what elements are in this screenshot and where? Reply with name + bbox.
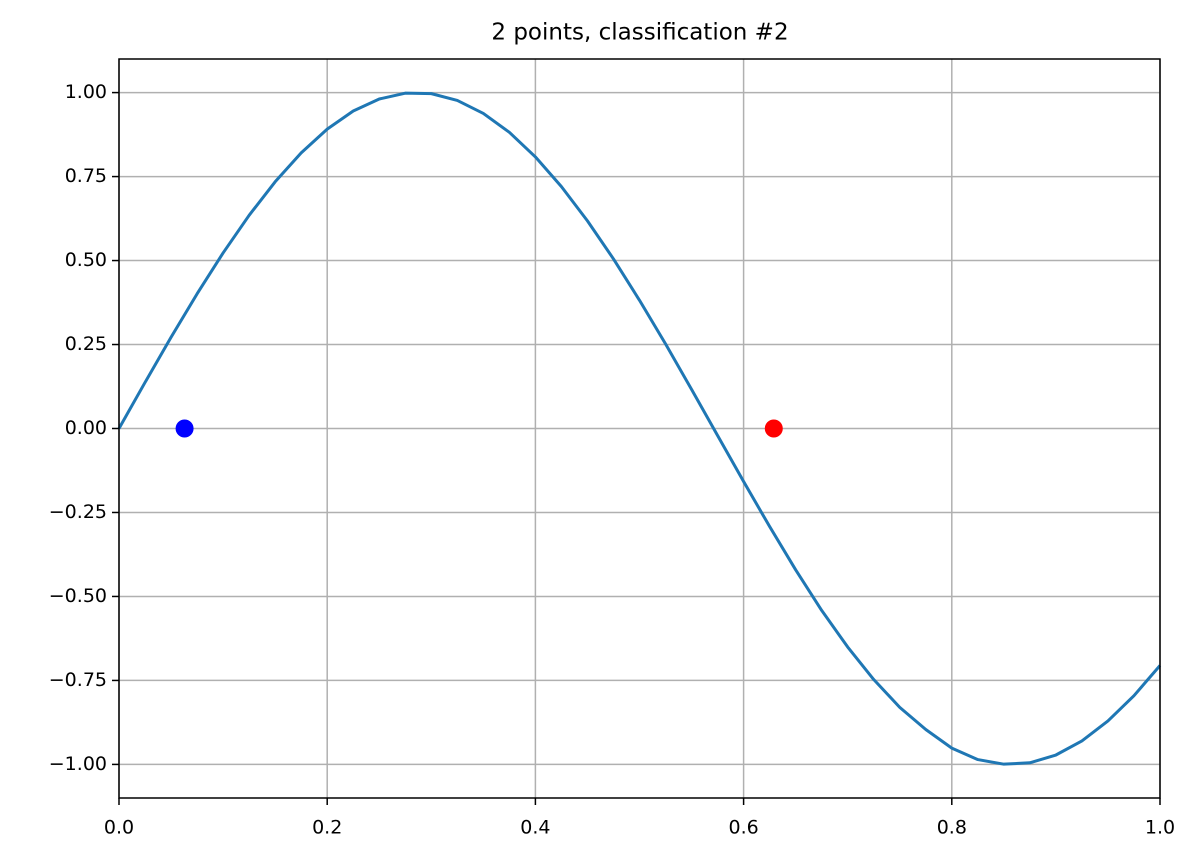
y-tick-label: −1.00 (49, 753, 107, 775)
plot-frame (118, 58, 1161, 799)
y-tick-label: 0.00 (65, 417, 107, 439)
y-tick-label: 0.75 (65, 165, 107, 187)
y-tick-label: −0.25 (49, 501, 107, 523)
x-tick-label: 0.0 (104, 817, 134, 839)
y-tick-label: −0.50 (49, 585, 107, 607)
y-tick-label: 0.50 (65, 249, 107, 271)
x-tick-label: 0.2 (312, 817, 342, 839)
x-tick-label: 0.6 (728, 817, 758, 839)
y-tick-label: 0.25 (65, 333, 107, 355)
x-tick-label: 0.8 (937, 817, 967, 839)
y-tick-label: −0.75 (49, 669, 107, 691)
x-tick-label: 1.0 (1145, 817, 1175, 839)
x-tick-label: 0.4 (520, 817, 550, 839)
chart-title: 2 points, classification #2 (491, 20, 788, 46)
line-series (117, 91, 1162, 766)
point (764, 419, 783, 438)
y-tick-label: 1.00 (65, 81, 107, 103)
point (175, 419, 194, 438)
